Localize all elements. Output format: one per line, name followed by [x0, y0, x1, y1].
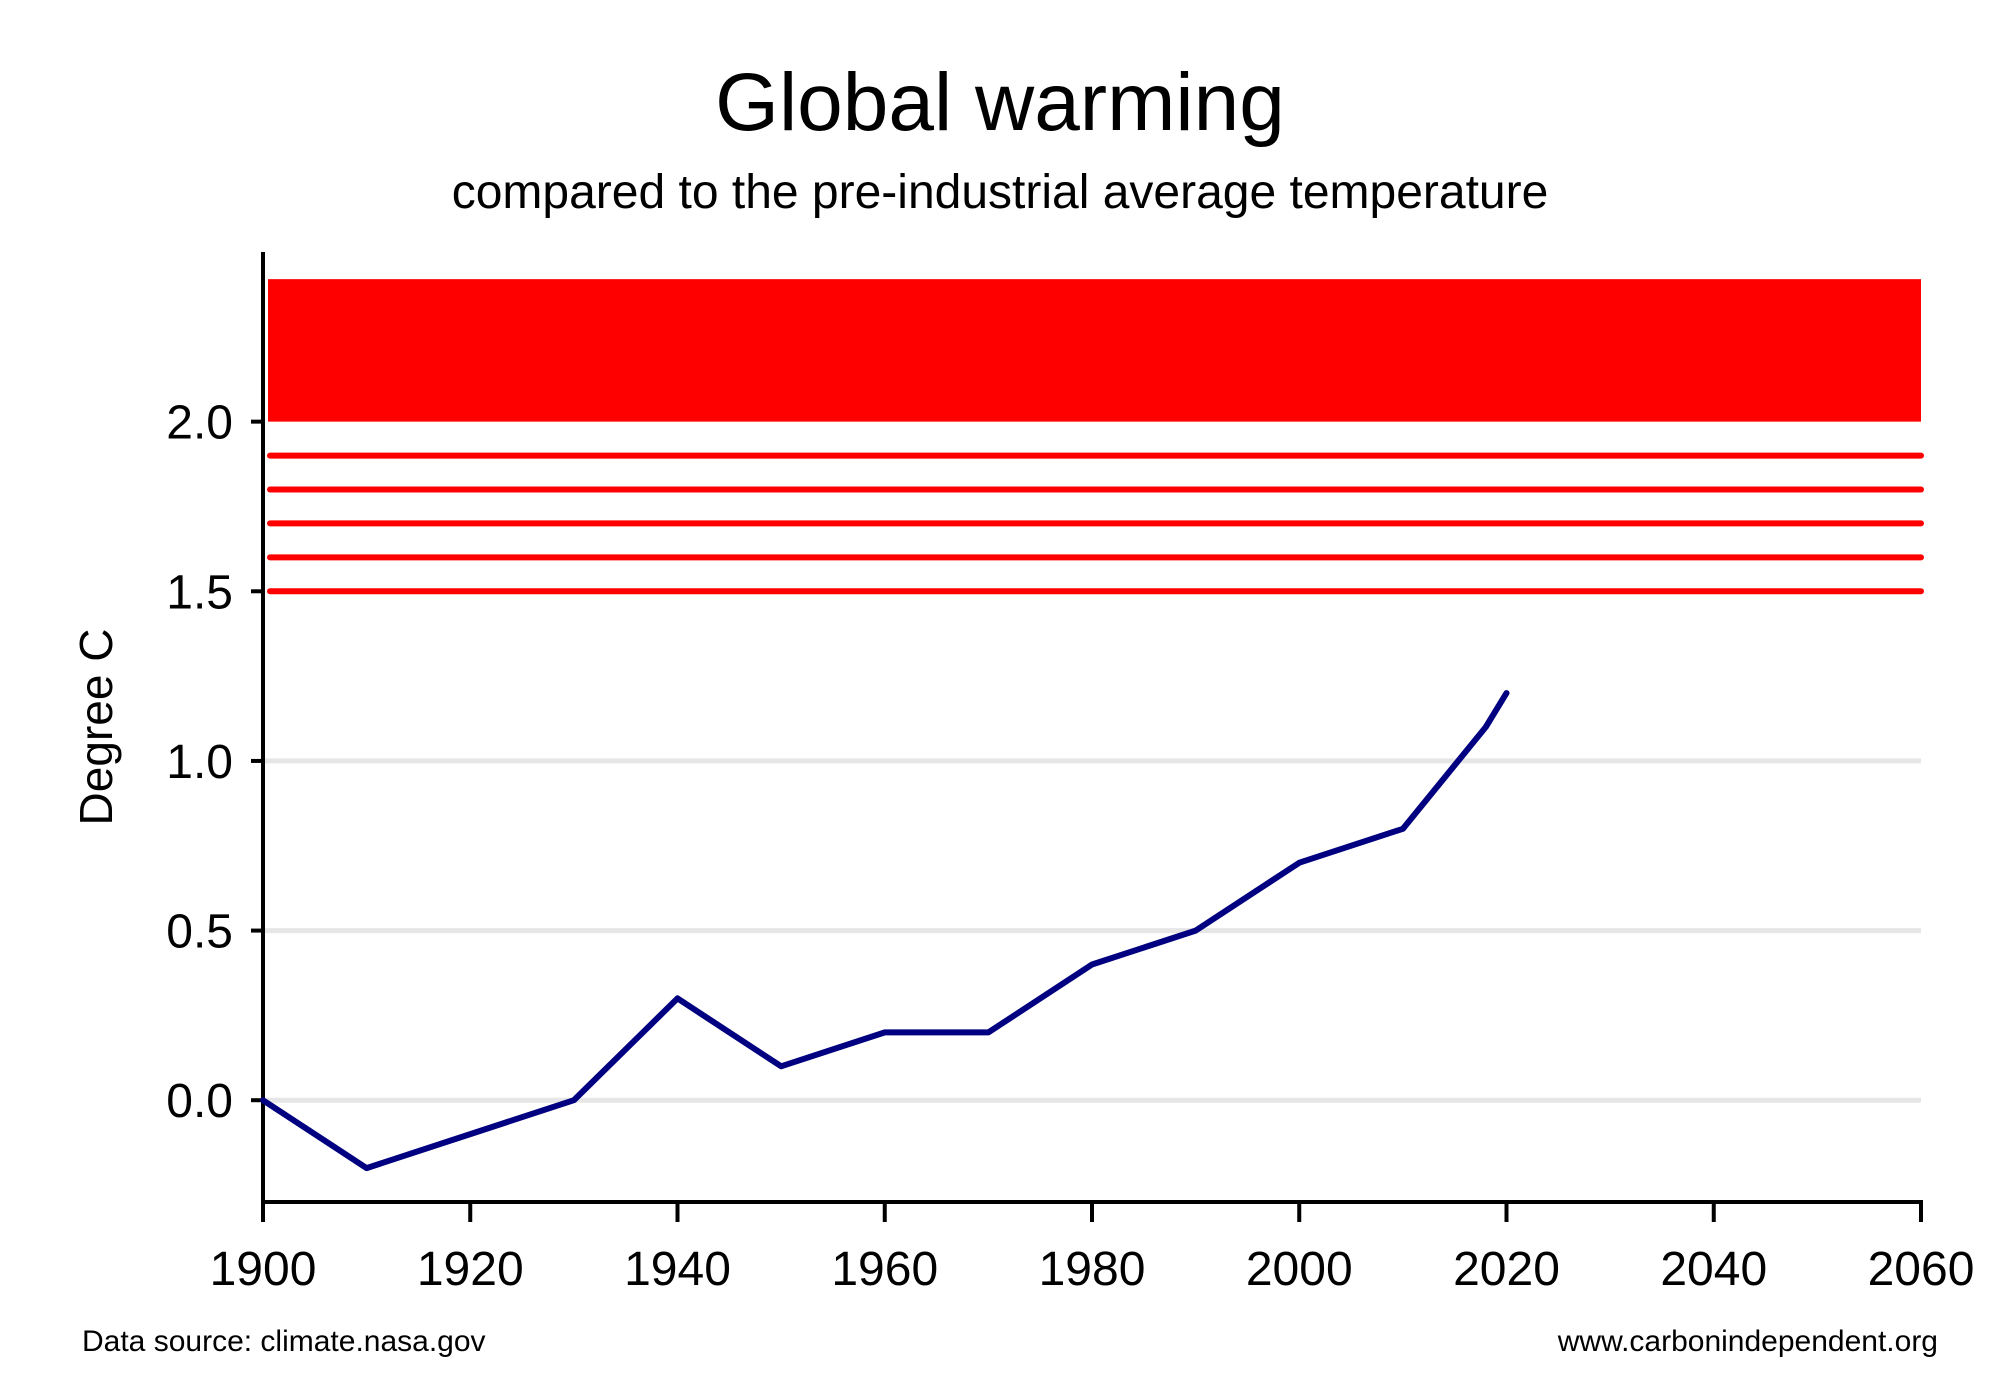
danger-band: [268, 279, 1921, 422]
data-point: [676, 996, 679, 1000]
y-tick-label: 0.0: [166, 1075, 233, 1128]
data-source-note: Data source: climate.nasa.gov: [82, 1325, 486, 1358]
data-point: [1297, 861, 1301, 865]
data-point: [1484, 725, 1488, 729]
y-tick-label: 1.0: [166, 736, 233, 789]
data-point: [883, 1030, 887, 1034]
y-tick-label: 1.5: [166, 566, 233, 619]
data-point: [986, 1030, 990, 1034]
data-point: [468, 1132, 472, 1136]
x-tick-label: 1920: [417, 1243, 524, 1296]
website-url: www.carbonindependent.org: [1557, 1325, 1938, 1358]
y-axis-title: Degree C: [70, 629, 122, 826]
x-tick-label: 1900: [210, 1243, 317, 1296]
x-tick-label: 1940: [624, 1243, 731, 1296]
data-point: [1401, 827, 1405, 831]
chart-subtitle: compared to the pre-industrial average t…: [451, 166, 1549, 219]
data-point: [261, 1098, 265, 1102]
data-point: [1090, 963, 1094, 966]
data-point: [572, 1098, 576, 1102]
y-tick-label: 0.5: [166, 906, 233, 959]
data-point: [1194, 929, 1198, 933]
chart-title: Global warming: [715, 57, 1285, 148]
x-tick-label: 1960: [831, 1243, 938, 1296]
data-point: [1505, 691, 1508, 695]
x-tick-label: 2040: [1660, 1243, 1767, 1296]
data-point: [365, 1166, 369, 1170]
x-tick-label: 2020: [1453, 1243, 1560, 1296]
series-line: [260, 690, 1510, 1172]
data-point: [779, 1064, 783, 1068]
x-tick-label: 2060: [1868, 1243, 1975, 1296]
x-tick-label: 1980: [1039, 1243, 1146, 1296]
x-tick-label: 2000: [1246, 1243, 1353, 1296]
y-tick-label: 2.0: [166, 397, 233, 450]
